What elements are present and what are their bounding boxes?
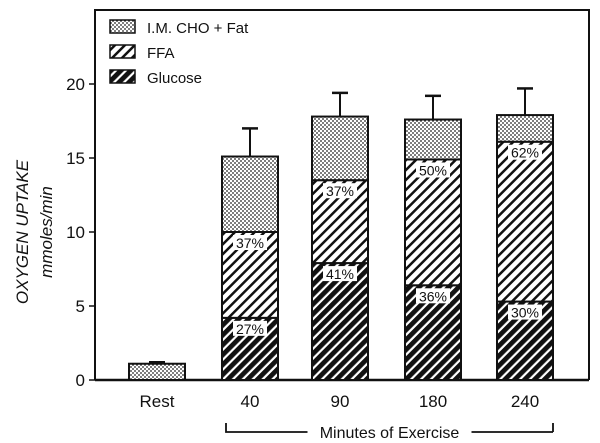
label-background [416, 288, 450, 304]
percent-label: 50% [419, 162, 447, 178]
legend-swatch [109, 69, 136, 84]
label-background [416, 162, 450, 178]
x-axis: Rest 40 90 180 240 [140, 392, 540, 411]
percent-label: 37% [326, 183, 354, 199]
legend: I.M. CHO + Fat FFA Glucose [109, 19, 249, 87]
x-tick-label: 180 [419, 392, 447, 411]
bar-segment-ffa [496, 140, 554, 303]
label-background [508, 144, 542, 160]
label-background [323, 266, 357, 282]
y-tick-label: 5 [76, 297, 85, 316]
y-tick-label: 15 [66, 149, 85, 168]
percent-label: 30% [511, 305, 539, 321]
label-background [508, 304, 542, 320]
label-background [233, 320, 267, 336]
y-tick-label: 20 [66, 75, 85, 94]
legend-label: I.M. CHO + Fat [147, 20, 249, 37]
bar-segment-i-m-cho-fat [221, 155, 279, 234]
percent-label: 62% [511, 145, 539, 161]
legend-swatch [109, 44, 136, 59]
label-background [323, 183, 357, 199]
y-tick-label: 10 [66, 223, 85, 242]
x-tick-label: 240 [511, 392, 539, 411]
bar-segment-i-m-cho-fat [311, 115, 369, 182]
legend-label: Glucose [147, 70, 202, 87]
bars: 27% 37% 41% 37% 36% 50% 30% 62% [128, 87, 554, 382]
percent-label: 37% [236, 235, 264, 251]
y-tick-label: 0 [76, 371, 85, 390]
y-axis-label: OXYGEN UPTAKE [13, 159, 32, 304]
label-background [233, 235, 267, 250]
y-axis: 0 5 10 15 20 [66, 75, 95, 390]
x-axis-label: Minutes of Exercise [320, 425, 460, 442]
percent-label: 41% [326, 266, 354, 282]
percent-label: 27% [236, 321, 264, 337]
x-axis-bracket: Minutes of Exercise [225, 422, 554, 442]
y-axis-unit: mmoles/min [37, 186, 56, 278]
bar-segment-i-m-cho-fat [496, 114, 554, 143]
bar-segment-ffa [404, 158, 462, 287]
bar-segment-i-m-cho-fat [404, 118, 462, 161]
legend-label: FFA [147, 45, 175, 62]
x-tick-label: Rest [140, 392, 175, 411]
legend-swatch [109, 19, 136, 34]
bar-segment-i-m-cho-fat [128, 362, 186, 382]
x-tick-label: 40 [241, 392, 260, 411]
percent-label: 36% [419, 288, 447, 304]
x-tick-label: 90 [331, 392, 350, 411]
